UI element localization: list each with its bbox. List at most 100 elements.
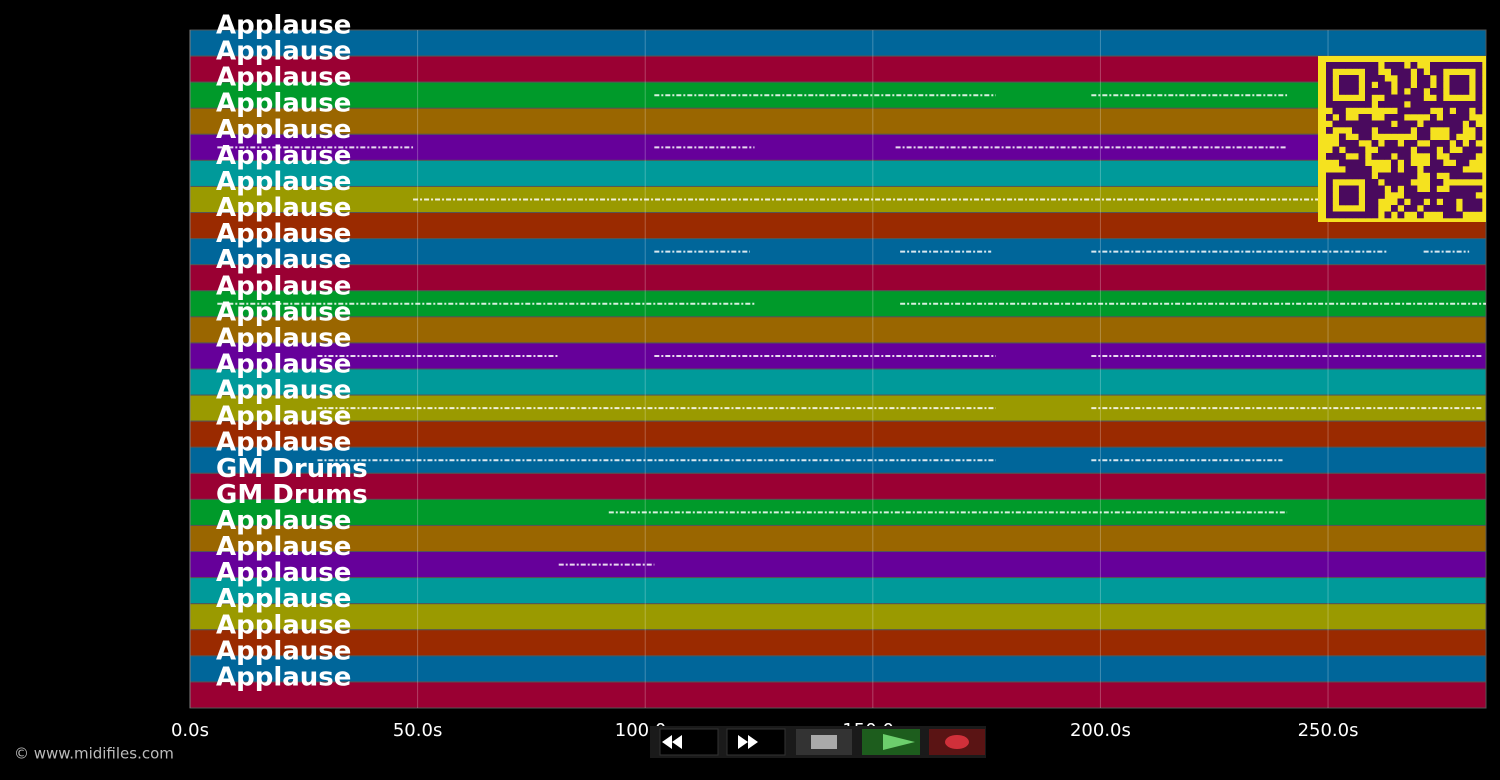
qr-cell [1384, 140, 1392, 147]
qr-cell [1326, 211, 1333, 219]
qr-cell [1436, 101, 1444, 108]
qr-cell [1430, 114, 1437, 121]
track-label: Applause [216, 63, 351, 93]
qr-cell [1326, 94, 1333, 102]
track-label: GM Drums [216, 454, 368, 484]
qr-cell [1345, 192, 1353, 199]
qr-cell [1417, 127, 1424, 134]
controls [650, 726, 986, 758]
qr-cell [1365, 81, 1372, 89]
qr-cell [1358, 153, 1366, 160]
qr-cell [1449, 120, 1457, 128]
qr-cell [1365, 179, 1372, 186]
play-button[interactable] [862, 729, 920, 755]
qr-cell [1345, 146, 1353, 154]
track-label: Applause [216, 532, 351, 562]
qr-cell [1358, 146, 1366, 154]
qr-cell [1449, 114, 1457, 121]
qr-cell [1456, 81, 1463, 89]
qr-cell [1475, 172, 1483, 180]
qr-cell [1371, 185, 1379, 193]
track-label: Applause [216, 219, 351, 249]
qr-cell [1443, 62, 1450, 69]
qr-cell [1339, 159, 1346, 167]
qr-cell [1384, 101, 1392, 108]
forward-button[interactable] [726, 728, 786, 756]
qr-cell [1365, 114, 1372, 121]
track-label: Applause [216, 245, 351, 275]
qr-cell [1339, 185, 1346, 193]
qr-cell [1404, 185, 1411, 193]
qr-cell [1462, 88, 1470, 95]
qr-cell [1410, 88, 1418, 95]
track-label: Applause [216, 271, 351, 301]
qr-cell [1462, 107, 1470, 115]
qr-cell [1365, 192, 1372, 199]
qr-cell [1456, 192, 1463, 199]
track-label: Applause [216, 141, 351, 171]
qr-cell [1352, 198, 1359, 206]
qr-cell [1339, 153, 1346, 160]
stop-button[interactable] [796, 729, 852, 755]
qr-cell [1404, 127, 1411, 134]
qr-cell [1352, 127, 1359, 134]
track-label: Applause [216, 167, 351, 197]
qr-cell [1371, 179, 1379, 186]
qr-cell [1352, 75, 1359, 82]
qr-cell [1339, 81, 1346, 89]
qr-cell [1423, 166, 1431, 173]
qr-cell [1475, 146, 1483, 154]
qr-cell [1371, 192, 1379, 199]
qr-cell [1339, 114, 1346, 121]
qr-cell [1436, 192, 1444, 199]
x-tick-label: 0.0s [171, 720, 209, 741]
qr-cell [1430, 62, 1437, 69]
qr-cell [1417, 192, 1424, 199]
qr-cell [1391, 146, 1398, 154]
qr-cell [1404, 205, 1411, 212]
qr-cell [1456, 114, 1463, 121]
qr-cell [1404, 166, 1411, 173]
qr-cell [1404, 107, 1411, 115]
qr-cell [1475, 94, 1483, 102]
track-row [189, 212, 1487, 240]
qr-cell [1326, 172, 1333, 180]
qr-cell [1430, 88, 1437, 95]
qr-cell [1365, 185, 1372, 193]
qr-cell [1326, 101, 1333, 108]
qr-cell [1430, 192, 1437, 199]
grid [189, 30, 1329, 708]
qr-cell [1332, 153, 1340, 160]
track-label: Applause [216, 323, 351, 353]
qr-cell [1443, 120, 1450, 128]
qr-cell [1391, 127, 1398, 134]
qr-cell [1352, 88, 1359, 95]
track-row [189, 681, 1487, 709]
record-button[interactable] [929, 729, 985, 755]
track-row [189, 551, 1487, 579]
qr-cell [1404, 146, 1411, 154]
track-row [189, 577, 1487, 605]
qr-cell [1384, 146, 1392, 154]
track-row [189, 420, 1487, 448]
qr-cell [1430, 198, 1437, 206]
qr-cell [1469, 205, 1476, 212]
track-row [189, 472, 1487, 500]
qr-cell [1449, 172, 1457, 180]
qr-cell [1371, 88, 1379, 95]
qr-cell [1469, 185, 1476, 193]
rewind-button[interactable] [659, 728, 719, 756]
qr-cell [1384, 94, 1392, 102]
qr-cell [1371, 75, 1379, 82]
qr-cell [1417, 146, 1424, 154]
qr-cell [1475, 133, 1483, 141]
qr-cell [1339, 211, 1346, 219]
qr-cell [1365, 127, 1372, 134]
qr-cell [1326, 179, 1333, 186]
qr-cell [1345, 62, 1353, 69]
qr-cell [1384, 88, 1392, 95]
qr-cell [1358, 62, 1366, 69]
qr-cell [1397, 114, 1405, 121]
qr-cell [1404, 68, 1411, 76]
